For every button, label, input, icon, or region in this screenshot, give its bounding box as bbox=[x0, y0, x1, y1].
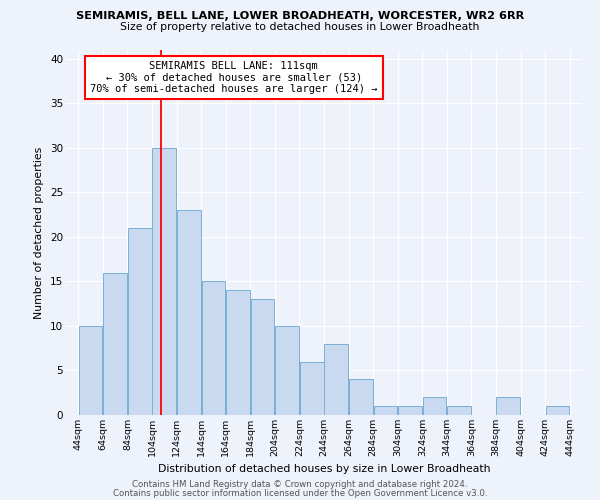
Bar bbox=[300, 362, 323, 415]
Bar bbox=[496, 397, 520, 415]
Bar bbox=[398, 406, 422, 415]
Bar bbox=[79, 326, 103, 415]
Bar bbox=[374, 406, 397, 415]
Bar bbox=[325, 344, 348, 415]
Bar bbox=[275, 326, 299, 415]
Text: SEMIRAMIS, BELL LANE, LOWER BROADHEATH, WORCESTER, WR2 6RR: SEMIRAMIS, BELL LANE, LOWER BROADHEATH, … bbox=[76, 11, 524, 21]
Bar bbox=[103, 272, 127, 415]
Bar bbox=[545, 406, 569, 415]
Bar bbox=[251, 300, 274, 415]
Bar bbox=[128, 228, 152, 415]
Bar bbox=[177, 210, 200, 415]
Text: Size of property relative to detached houses in Lower Broadheath: Size of property relative to detached ho… bbox=[121, 22, 479, 32]
Bar bbox=[423, 397, 446, 415]
Bar bbox=[226, 290, 250, 415]
Bar bbox=[152, 148, 176, 415]
Bar bbox=[349, 380, 373, 415]
Text: SEMIRAMIS BELL LANE: 111sqm
← 30% of detached houses are smaller (53)
70% of sem: SEMIRAMIS BELL LANE: 111sqm ← 30% of det… bbox=[90, 61, 377, 94]
Bar bbox=[448, 406, 471, 415]
Text: Contains HM Land Registry data © Crown copyright and database right 2024.: Contains HM Land Registry data © Crown c… bbox=[132, 480, 468, 489]
Y-axis label: Number of detached properties: Number of detached properties bbox=[34, 146, 44, 318]
Bar bbox=[202, 282, 225, 415]
Text: Contains public sector information licensed under the Open Government Licence v3: Contains public sector information licen… bbox=[113, 488, 487, 498]
X-axis label: Distribution of detached houses by size in Lower Broadheath: Distribution of detached houses by size … bbox=[158, 464, 490, 474]
